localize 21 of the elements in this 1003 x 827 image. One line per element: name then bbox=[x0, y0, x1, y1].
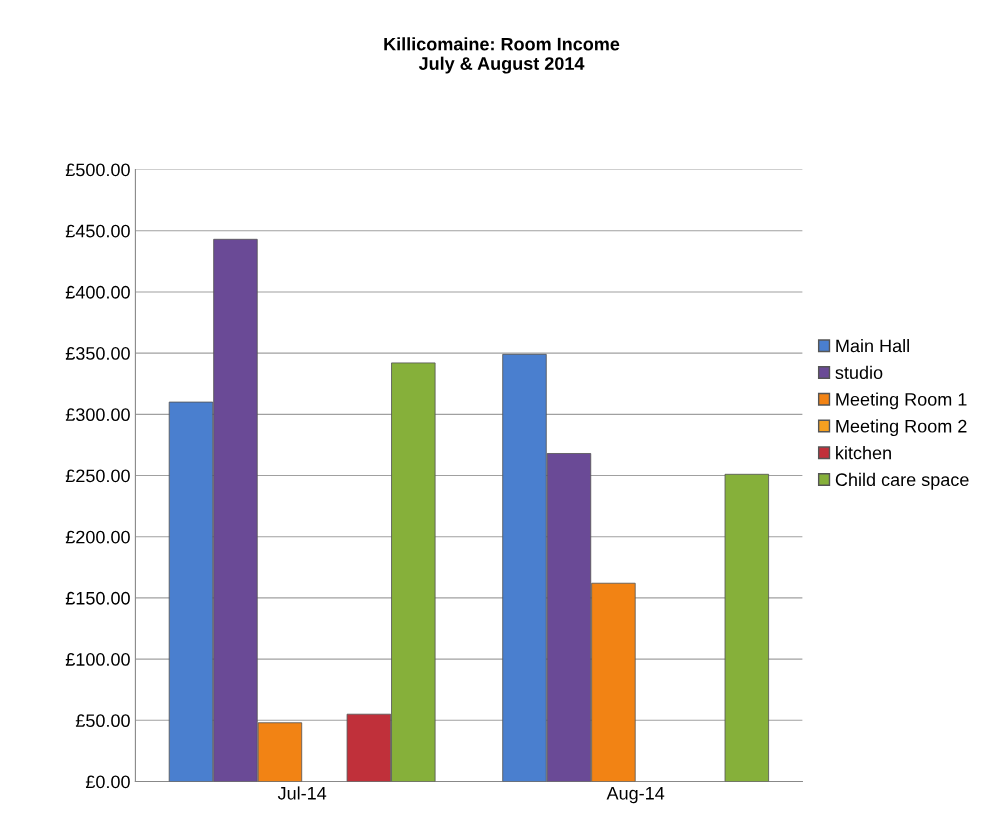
y-tick-label: £100.00 bbox=[65, 653, 130, 666]
y-tick-label: £500.00 bbox=[65, 163, 130, 177]
chart-title: Killicomaine: Room Income July & August 2014 bbox=[384, 37, 620, 74]
x-tick-label: Aug-14 bbox=[606, 787, 665, 804]
y-tick-label: £350.00 bbox=[65, 347, 130, 360]
y-tick-label: £250.00 bbox=[65, 469, 130, 483]
legend-label: Meeting Room 1 bbox=[836, 392, 967, 410]
y-tick-label: £50.00 bbox=[75, 714, 130, 728]
legend-label: Meeting Room 2 bbox=[836, 419, 967, 437]
y-tick-label: £150.00 bbox=[65, 591, 130, 605]
legend-label: kitchen bbox=[836, 446, 891, 460]
bar bbox=[724, 473, 770, 782]
legend-label: Main Hall bbox=[836, 339, 909, 353]
y-tick-label: £0.00 bbox=[85, 775, 130, 789]
y-tick-label: £200.00 bbox=[65, 530, 130, 544]
legend-label: Child care space bbox=[835, 472, 969, 490]
y-tick-label: £450.00 bbox=[65, 224, 130, 238]
legend-label: studio bbox=[835, 365, 883, 380]
y-tick-label: £300.00 bbox=[65, 408, 130, 422]
y-tick-label: £400.00 bbox=[65, 285, 130, 299]
x-tick-label: Jul-14 bbox=[277, 786, 327, 800]
